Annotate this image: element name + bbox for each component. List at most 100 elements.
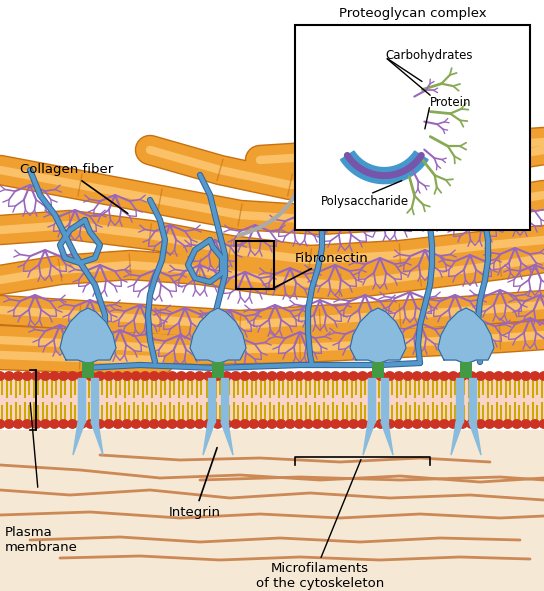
Ellipse shape bbox=[304, 372, 313, 380]
Ellipse shape bbox=[485, 420, 494, 428]
Ellipse shape bbox=[476, 420, 485, 428]
Ellipse shape bbox=[249, 420, 258, 428]
Ellipse shape bbox=[331, 420, 340, 428]
Ellipse shape bbox=[467, 372, 476, 380]
Polygon shape bbox=[381, 422, 393, 455]
Text: Plasma
membrane: Plasma membrane bbox=[5, 526, 78, 554]
Ellipse shape bbox=[412, 372, 422, 380]
Ellipse shape bbox=[313, 420, 322, 428]
Ellipse shape bbox=[422, 372, 431, 380]
Bar bbox=[236, 241, 274, 289]
Polygon shape bbox=[341, 151, 428, 184]
Polygon shape bbox=[203, 422, 215, 455]
Ellipse shape bbox=[494, 420, 503, 428]
Ellipse shape bbox=[168, 420, 177, 428]
Ellipse shape bbox=[358, 372, 367, 380]
Text: Collagen fiber: Collagen fiber bbox=[20, 164, 128, 213]
Ellipse shape bbox=[521, 372, 530, 380]
Ellipse shape bbox=[440, 420, 449, 428]
Text: Microfilaments
of the cytoskeleton: Microfilaments of the cytoskeleton bbox=[256, 562, 384, 590]
Ellipse shape bbox=[403, 372, 413, 380]
Ellipse shape bbox=[503, 420, 512, 428]
Ellipse shape bbox=[449, 420, 458, 428]
Ellipse shape bbox=[204, 420, 213, 428]
Ellipse shape bbox=[140, 372, 150, 380]
Ellipse shape bbox=[168, 372, 177, 380]
Ellipse shape bbox=[59, 420, 68, 428]
Ellipse shape bbox=[476, 372, 485, 380]
Ellipse shape bbox=[213, 420, 222, 428]
Ellipse shape bbox=[32, 372, 41, 380]
Ellipse shape bbox=[276, 420, 286, 428]
Ellipse shape bbox=[485, 372, 494, 380]
Ellipse shape bbox=[0, 420, 5, 428]
Ellipse shape bbox=[349, 372, 358, 380]
Polygon shape bbox=[190, 308, 246, 363]
Ellipse shape bbox=[367, 372, 376, 380]
Text: Polysaccharide: Polysaccharide bbox=[321, 196, 409, 209]
Ellipse shape bbox=[349, 420, 358, 428]
Text: Proteoglycan complex: Proteoglycan complex bbox=[339, 7, 486, 20]
Polygon shape bbox=[350, 308, 406, 363]
Ellipse shape bbox=[530, 420, 540, 428]
Ellipse shape bbox=[458, 372, 467, 380]
Text: Integrin: Integrin bbox=[169, 447, 221, 519]
Ellipse shape bbox=[294, 420, 304, 428]
Ellipse shape bbox=[294, 372, 304, 380]
Ellipse shape bbox=[104, 372, 114, 380]
Ellipse shape bbox=[186, 372, 195, 380]
Ellipse shape bbox=[313, 372, 322, 380]
Ellipse shape bbox=[68, 420, 77, 428]
Ellipse shape bbox=[222, 420, 231, 428]
Ellipse shape bbox=[131, 372, 141, 380]
Ellipse shape bbox=[394, 372, 404, 380]
Ellipse shape bbox=[113, 372, 122, 380]
Ellipse shape bbox=[95, 420, 104, 428]
Ellipse shape bbox=[358, 420, 367, 428]
Ellipse shape bbox=[140, 420, 150, 428]
Bar bbox=[295, 25, 530, 230]
Ellipse shape bbox=[195, 420, 204, 428]
Ellipse shape bbox=[86, 420, 95, 428]
Ellipse shape bbox=[394, 420, 404, 428]
Ellipse shape bbox=[258, 372, 268, 380]
Ellipse shape bbox=[240, 372, 250, 380]
Ellipse shape bbox=[150, 420, 159, 428]
Ellipse shape bbox=[430, 420, 440, 428]
Ellipse shape bbox=[286, 372, 295, 380]
Ellipse shape bbox=[512, 372, 522, 380]
Ellipse shape bbox=[376, 420, 386, 428]
Polygon shape bbox=[451, 422, 463, 455]
Ellipse shape bbox=[4, 372, 14, 380]
Polygon shape bbox=[73, 422, 85, 455]
Ellipse shape bbox=[86, 372, 95, 380]
Bar bbox=[82, 362, 94, 378]
Ellipse shape bbox=[286, 420, 295, 428]
Ellipse shape bbox=[41, 372, 50, 380]
Ellipse shape bbox=[331, 372, 340, 380]
Ellipse shape bbox=[512, 420, 522, 428]
Ellipse shape bbox=[4, 420, 14, 428]
Bar bbox=[0, 430, 544, 591]
Polygon shape bbox=[91, 422, 103, 455]
Ellipse shape bbox=[449, 372, 458, 380]
Ellipse shape bbox=[77, 372, 86, 380]
Ellipse shape bbox=[177, 372, 186, 380]
Ellipse shape bbox=[231, 420, 240, 428]
Ellipse shape bbox=[59, 372, 68, 380]
Polygon shape bbox=[438, 308, 494, 363]
Ellipse shape bbox=[22, 372, 32, 380]
Ellipse shape bbox=[204, 372, 213, 380]
Polygon shape bbox=[363, 422, 375, 455]
Ellipse shape bbox=[113, 420, 122, 428]
Ellipse shape bbox=[539, 372, 544, 380]
Polygon shape bbox=[60, 308, 116, 363]
Text: Fibronectin: Fibronectin bbox=[273, 252, 369, 289]
Ellipse shape bbox=[222, 372, 231, 380]
Ellipse shape bbox=[213, 372, 222, 380]
Ellipse shape bbox=[467, 420, 476, 428]
Ellipse shape bbox=[340, 372, 349, 380]
Ellipse shape bbox=[385, 372, 394, 380]
Text: Carbohydrates: Carbohydrates bbox=[385, 48, 473, 61]
Ellipse shape bbox=[158, 420, 168, 428]
